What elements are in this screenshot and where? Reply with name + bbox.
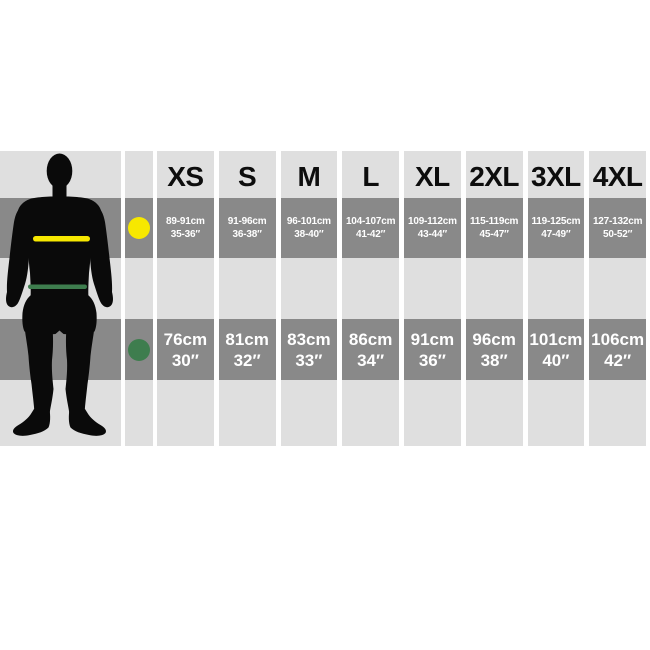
waist-cell: 91cm 36″ [404,319,461,380]
chest-cell: 109-112cm 43-44″ [404,198,461,258]
figure-torso [17,196,102,298]
figure-right-leg [65,327,95,414]
chest-cm-value: 119-125cm [531,216,581,227]
chest-cell: 127-132cm 50-52″ [589,198,646,258]
waist-cm-value: 106cm [591,329,645,349]
waist-cell: 76cm 30″ [157,319,214,380]
chest-cm-value: 96-101cm [286,216,331,227]
chest-in-value: 47-49″ [541,229,571,240]
waist-cm-value: 81cm [225,329,269,349]
size-column-xs: XS 89-91cm 35-36″ 76cm 30″ [157,151,214,446]
waist-cell: 81cm 32″ [218,319,276,380]
waist-in-value: 32″ [233,350,261,370]
size-column-4xl: 4XL 127-132cm 50-52″ 106cm 42″ [589,151,646,446]
waist-cm-value: 83cm [287,329,331,349]
figure-right-arm [89,205,113,308]
figure-shorts [22,295,97,335]
chest-in-value: 45-47″ [479,229,509,240]
waist-cm-value: 91cm [410,329,455,349]
figure-left-leg [24,327,54,414]
waist-cm-value: 76cm [163,329,208,349]
size-header-label: XS [167,161,204,192]
figure-right-foot [68,409,106,436]
waist-cell: 106cm 42″ [589,319,646,380]
chest-marker-icon [128,217,150,239]
chest-in-value: 35-36″ [170,229,200,240]
size-header-label: XL [414,161,450,192]
chest-cm-value: 115-119cm [470,216,519,227]
size-chart-grid: XS 89-91cm 35-36″ 76cm 30″ S 91-96cm 36-… [0,151,650,446]
waist-cell: 101cm 40″ [527,319,585,380]
chest-cell: 91-96cm 36-38″ [218,198,276,258]
waist-cm-value: 96cm [472,329,516,349]
chest-measure-line-icon [33,236,90,242]
size-column-m: M 96-101cm 38-40″ 83cm 33″ [280,151,338,446]
waist-cell: 83cm 33″ [280,319,338,380]
size-column-s: S 91-96cm 36-38″ 81cm 32″ [218,151,276,446]
size-header-label: 2XL [469,161,520,192]
figure-neck [52,177,67,199]
waist-cm-value: 101cm [529,329,583,349]
waist-in-value: 42″ [604,350,632,370]
chest-cell: 115-119cm 45-47″ [465,198,523,258]
figure-left-arm [6,205,30,308]
waist-measure-line-icon [28,284,87,289]
waist-in-value: 33″ [295,350,323,370]
size-header-label: 3XL [530,161,581,192]
chest-cell: 96-101cm 38-40″ [280,198,338,258]
figure-column [0,151,121,446]
chest-in-value: 41-42″ [356,229,386,240]
chest-cell: 119-125cm 47-49″ [527,198,585,258]
chest-cm-value: 127-132cm [592,216,643,227]
chest-cm-value: 89-91cm [166,216,205,227]
waist-cell: 96cm 38″ [465,319,523,380]
chest-in-value: 50-52″ [603,229,633,240]
waist-marker-icon [128,338,150,361]
chest-cm-value: 109-112cm [407,216,457,227]
chest-in-value: 38-40″ [294,229,324,240]
waist-cell: 86cm 34″ [342,319,399,380]
size-header-label: M [297,161,321,192]
chest-in-value: 43-44″ [417,229,447,240]
size-column-l: L 104-107cm 41-42″ 86cm 34″ [342,151,399,446]
chest-cm-value: 91-96cm [227,216,267,227]
figure-left-foot [13,409,51,436]
male-figure-silhouette-icon [6,153,113,436]
marker-column [125,151,153,446]
waist-in-value: 36″ [418,350,446,370]
waist-in-value: 38″ [480,350,508,370]
waist-in-value: 40″ [542,350,570,370]
chest-cell: 89-91cm 35-36″ [157,198,214,258]
size-header-label: S [238,161,257,192]
waist-cm-value: 86cm [348,329,393,349]
size-column-xl: XL 109-112cm 43-44″ 91cm 36″ [404,151,461,446]
size-header-label: L [362,161,379,192]
chest-in-value: 36-38″ [232,229,262,240]
waist-in-value: 30″ [171,350,199,370]
size-column-3xl: 3XL 119-125cm 47-49″ 101cm 40″ [527,151,585,446]
size-column-2xl: 2XL 115-119cm 45-47″ 96cm 38″ [465,151,523,446]
chest-cm-value: 104-107cm [345,216,396,227]
chest-cell: 104-107cm 41-42″ [342,198,399,258]
waist-in-value: 34″ [357,350,385,370]
size-header-label: 4XL [592,161,643,192]
